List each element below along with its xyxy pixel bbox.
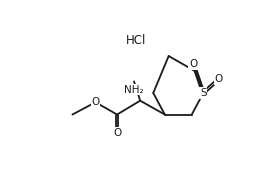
Text: NH₂: NH₂ — [124, 85, 144, 95]
Text: O: O — [215, 74, 223, 84]
Text: O: O — [189, 59, 197, 69]
Text: HCl: HCl — [126, 34, 147, 47]
Text: S: S — [200, 88, 207, 98]
Text: O: O — [92, 97, 100, 107]
Text: O: O — [113, 128, 121, 138]
